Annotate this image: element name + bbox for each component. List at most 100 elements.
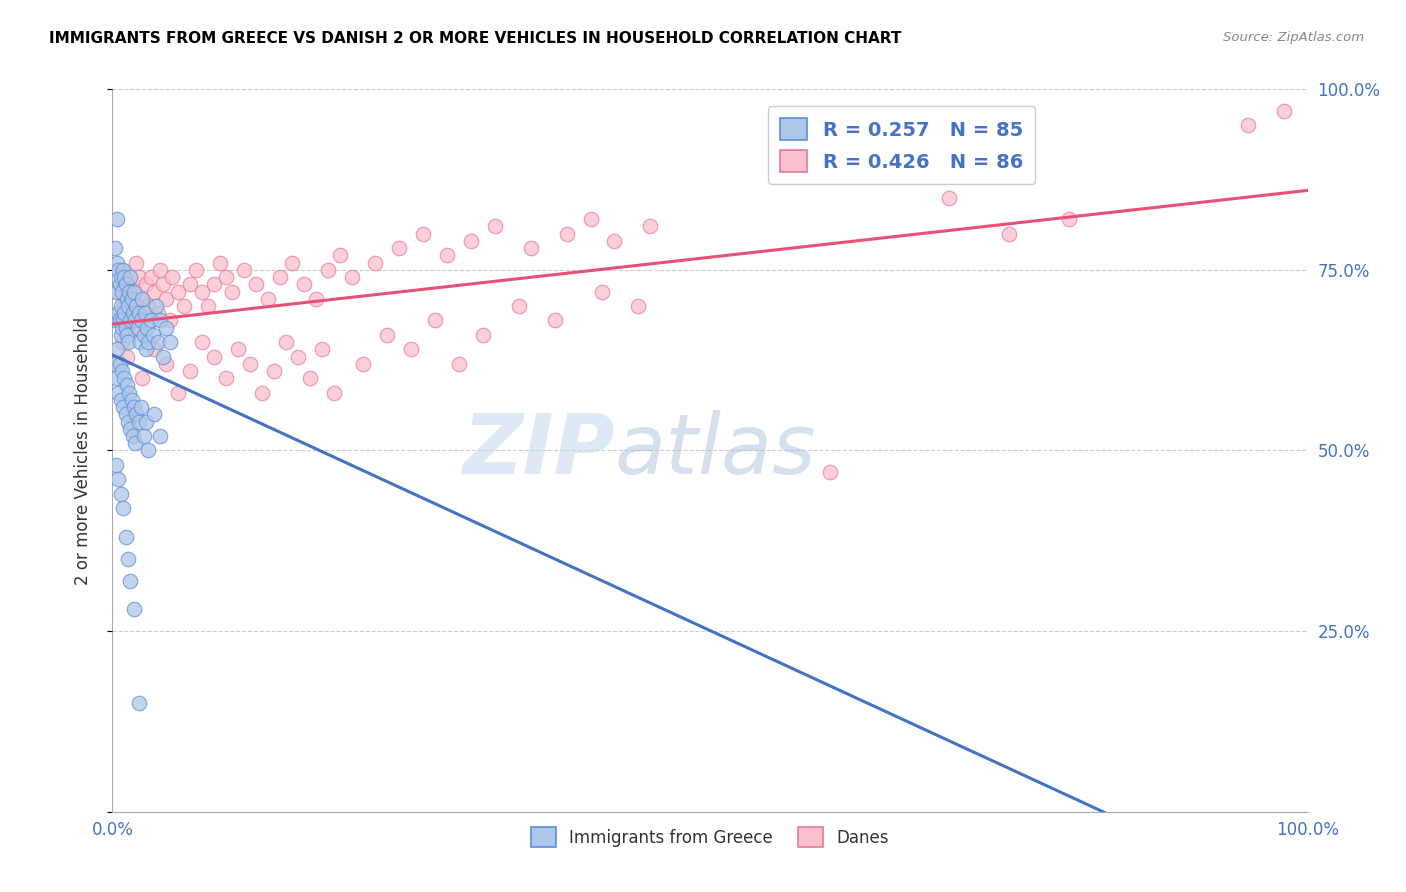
- Point: [215, 270, 238, 285]
- Point: [298, 371, 321, 385]
- Point: [122, 400, 145, 414]
- Point: [114, 407, 136, 421]
- Point: [179, 277, 201, 292]
- Point: [122, 320, 145, 334]
- Point: [105, 371, 128, 385]
- Point: [186, 262, 208, 277]
- Point: [173, 299, 195, 313]
- Point: [520, 241, 543, 255]
- Point: [127, 320, 149, 334]
- Point: [111, 262, 134, 277]
- Point: [112, 501, 135, 516]
- Point: [138, 334, 160, 349]
- Point: [121, 292, 143, 306]
- Point: [122, 285, 145, 299]
- Point: [115, 327, 138, 342]
- Point: [145, 299, 167, 313]
- Point: [1237, 119, 1260, 133]
- Point: [107, 385, 129, 400]
- Point: [447, 357, 470, 371]
- Point: [143, 407, 166, 421]
- Point: [105, 458, 128, 472]
- Point: [149, 262, 172, 277]
- Point: [107, 285, 129, 299]
- Point: [117, 334, 139, 349]
- Point: [340, 270, 363, 285]
- Point: [120, 313, 142, 327]
- Point: [555, 227, 578, 241]
- Point: [155, 357, 177, 371]
- Point: [105, 255, 128, 269]
- Point: [401, 343, 423, 357]
- Point: [1057, 212, 1080, 227]
- Point: [191, 285, 214, 299]
- Point: [818, 465, 841, 479]
- Point: [543, 313, 565, 327]
- Point: [115, 277, 138, 292]
- Point: [202, 277, 225, 292]
- Point: [104, 241, 127, 255]
- Point: [120, 313, 142, 327]
- Point: [257, 292, 280, 306]
- Point: [131, 371, 153, 385]
- Point: [110, 299, 132, 313]
- Point: [110, 487, 132, 501]
- Point: [139, 313, 162, 327]
- Point: [388, 241, 411, 255]
- Point: [107, 306, 129, 320]
- Point: [603, 234, 626, 248]
- Point: [114, 320, 136, 334]
- Point: [221, 285, 243, 299]
- Point: [263, 364, 285, 378]
- Point: [111, 364, 134, 378]
- Point: [592, 285, 614, 299]
- Point: [484, 219, 506, 234]
- Point: [135, 415, 157, 429]
- Point: [508, 299, 530, 313]
- Point: [226, 343, 249, 357]
- Point: [129, 400, 152, 414]
- Point: [129, 313, 152, 327]
- Point: [114, 299, 135, 313]
- Text: atlas: atlas: [614, 410, 815, 491]
- Point: [120, 270, 142, 285]
- Point: [121, 392, 143, 407]
- Point: [136, 320, 159, 334]
- Point: [311, 343, 333, 357]
- Point: [460, 234, 482, 248]
- Point: [281, 255, 304, 269]
- Point: [118, 285, 141, 299]
- Point: [152, 277, 174, 292]
- Text: ZIP: ZIP: [461, 410, 614, 491]
- Point: [129, 334, 152, 349]
- Point: [112, 313, 135, 327]
- Point: [114, 277, 136, 292]
- Point: [111, 320, 134, 334]
- Point: [131, 292, 153, 306]
- Point: [292, 277, 315, 292]
- Point: [162, 270, 183, 285]
- Point: [124, 313, 146, 327]
- Text: IMMIGRANTS FROM GREECE VS DANISH 2 OR MORE VEHICLES IN HOUSEHOLD CORRELATION CHA: IMMIGRANTS FROM GREECE VS DANISH 2 OR MO…: [49, 31, 901, 46]
- Point: [139, 270, 162, 285]
- Point: [627, 299, 650, 313]
- Y-axis label: 2 or more Vehicles in Household: 2 or more Vehicles in Household: [73, 317, 91, 584]
- Point: [108, 277, 131, 292]
- Point: [114, 371, 135, 385]
- Point: [143, 343, 166, 357]
- Point: [128, 696, 150, 710]
- Point: [132, 429, 155, 443]
- Point: [352, 357, 374, 371]
- Point: [364, 255, 387, 269]
- Point: [117, 415, 139, 429]
- Point: [245, 277, 267, 292]
- Point: [146, 306, 169, 320]
- Point: [112, 262, 135, 277]
- Point: [110, 327, 132, 342]
- Point: [998, 227, 1021, 241]
- Point: [105, 212, 128, 227]
- Point: [316, 262, 339, 277]
- Point: [128, 415, 150, 429]
- Text: Source: ZipAtlas.com: Source: ZipAtlas.com: [1223, 31, 1364, 45]
- Point: [112, 400, 135, 414]
